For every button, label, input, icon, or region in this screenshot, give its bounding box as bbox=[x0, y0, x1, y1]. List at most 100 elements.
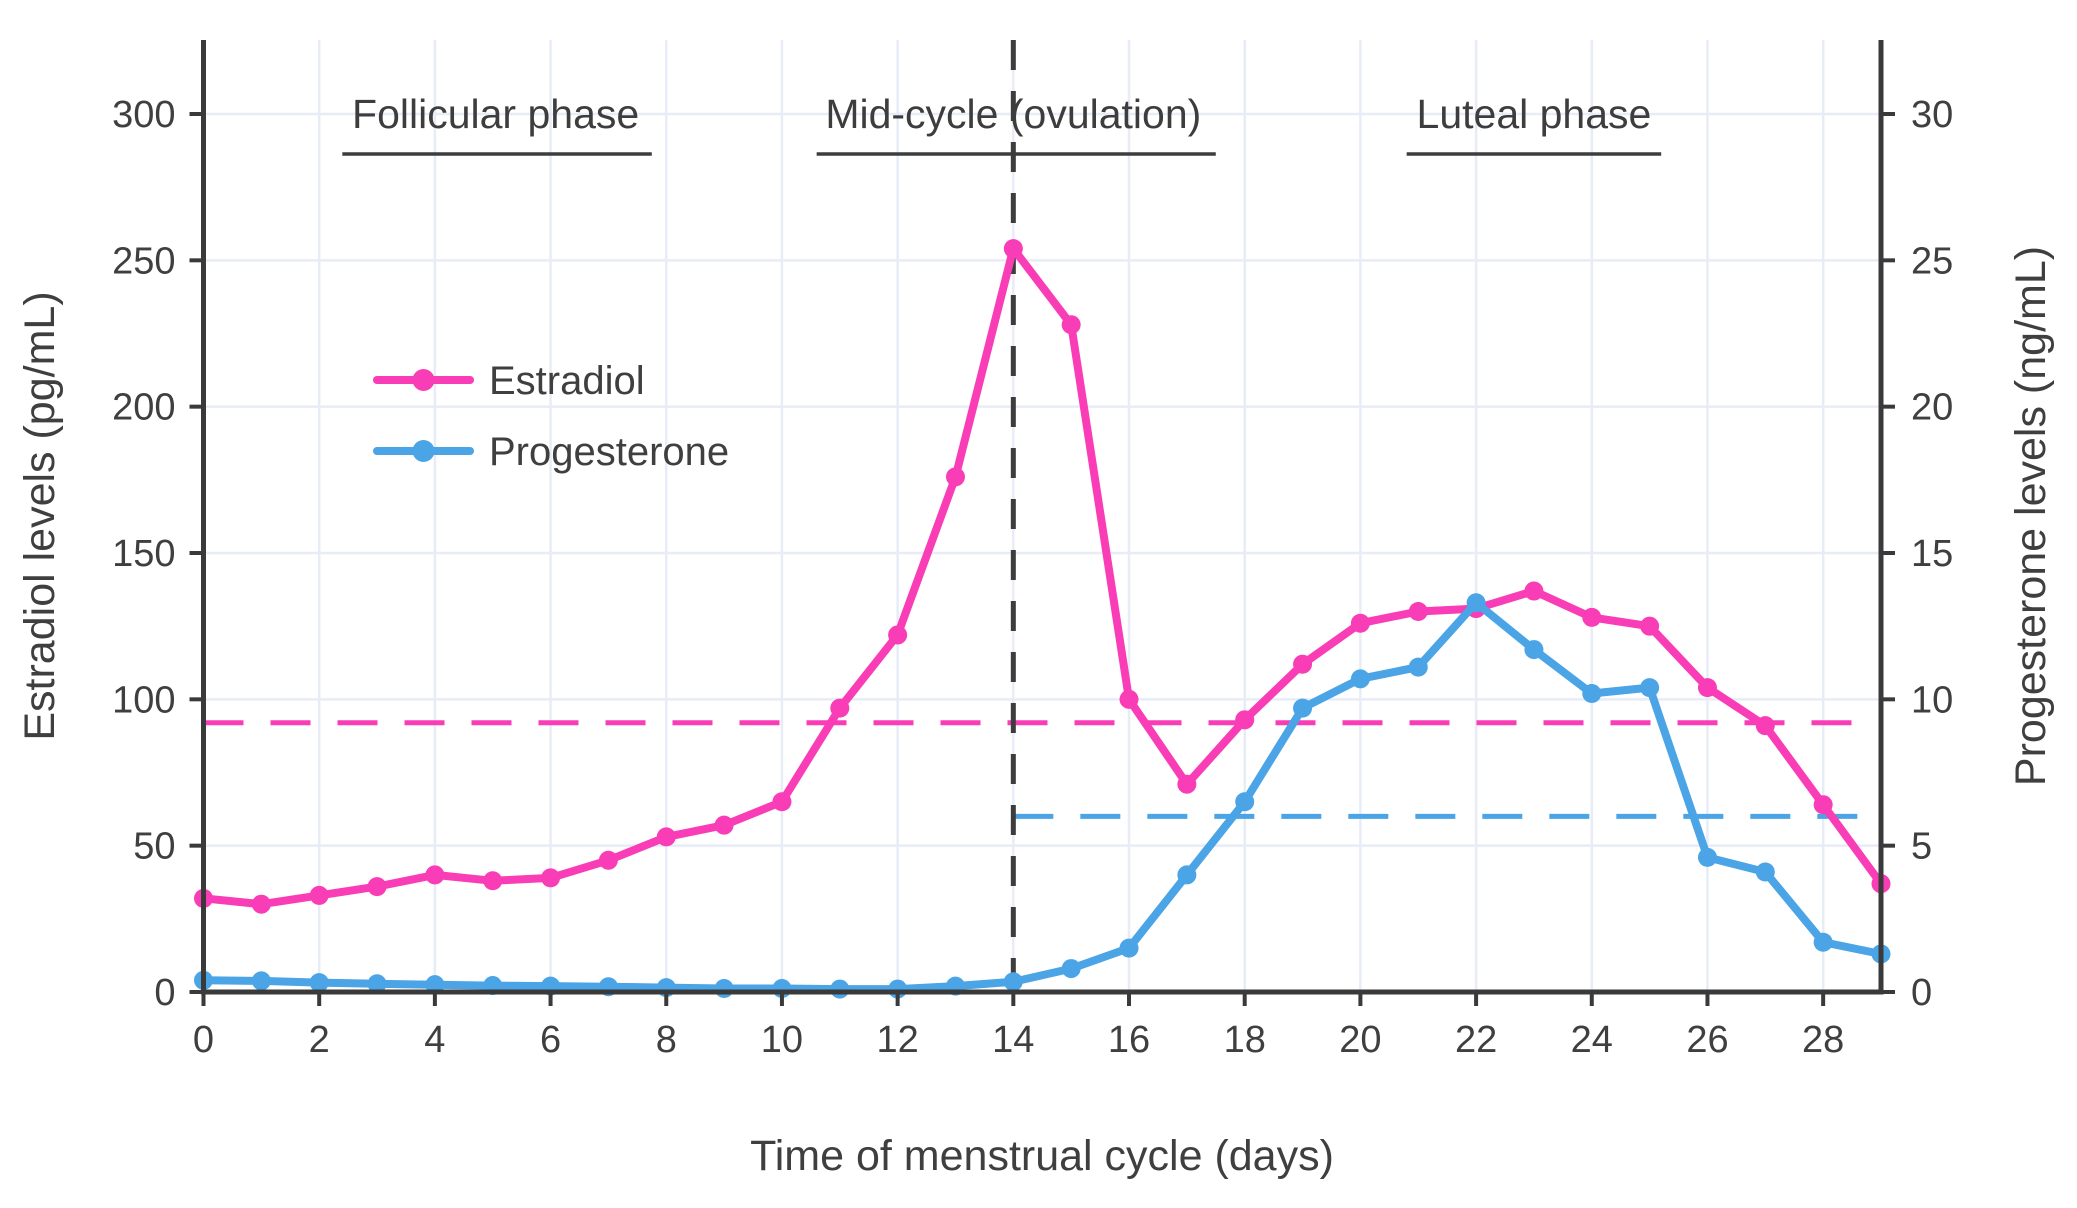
estradiol-point bbox=[1119, 689, 1139, 709]
x-tick-label: 24 bbox=[1571, 1019, 1613, 1061]
progesterone-point bbox=[1640, 678, 1660, 698]
phase-label: Luteal phase bbox=[1417, 91, 1652, 137]
estradiol-point bbox=[1350, 613, 1370, 633]
progesterone-point bbox=[1755, 862, 1775, 882]
estradiol-point bbox=[483, 871, 503, 891]
progesterone-point bbox=[1293, 698, 1313, 718]
x-tick-label: 20 bbox=[1339, 1019, 1381, 1061]
progesterone-point bbox=[1235, 792, 1255, 812]
estradiol-point bbox=[1177, 774, 1197, 794]
estradiol-point bbox=[251, 894, 271, 914]
x-tick-label: 8 bbox=[656, 1019, 677, 1061]
estradiol-point bbox=[888, 625, 908, 645]
y-axis-title-right: Progesterone levels (ng/mL) bbox=[2007, 245, 2055, 787]
legend-item-progesterone: Progesterone bbox=[373, 430, 729, 474]
progesterone-point bbox=[1524, 640, 1544, 660]
estradiol-point bbox=[598, 850, 618, 870]
estradiol-point bbox=[425, 865, 445, 885]
estradiol-point bbox=[1408, 602, 1428, 622]
phase-annotation: Mid-cycle (ovulation) bbox=[816, 91, 1216, 156]
x-tick-label: 4 bbox=[424, 1019, 445, 1061]
progesterone-point bbox=[1408, 657, 1428, 677]
x-tick-label: 28 bbox=[1802, 1019, 1844, 1061]
progesterone-point bbox=[830, 979, 850, 999]
progesterone-point bbox=[1466, 593, 1486, 613]
x-tick-label: 26 bbox=[1686, 1019, 1728, 1061]
y-left-tick-label: 250 bbox=[112, 240, 175, 282]
estradiol-point bbox=[1061, 315, 1081, 335]
estradiol-point bbox=[772, 792, 792, 812]
progesterone-point bbox=[714, 978, 734, 998]
progesterone-point bbox=[367, 974, 387, 994]
estradiol-point bbox=[1003, 239, 1023, 259]
x-tick-label: 0 bbox=[193, 1019, 214, 1061]
estradiol-point bbox=[1524, 581, 1544, 601]
progesterone-point bbox=[1350, 669, 1370, 689]
x-tick-label: 18 bbox=[1224, 1019, 1266, 1061]
estradiol-series bbox=[194, 239, 1891, 914]
estradiol-point bbox=[1813, 795, 1833, 815]
phase-annotation: Follicular phase bbox=[342, 91, 652, 156]
legend-item-estradiol: Estradiol bbox=[373, 359, 645, 403]
x-tick-label: 14 bbox=[992, 1019, 1034, 1061]
x-tick-label: 10 bbox=[761, 1019, 803, 1061]
x-tick-label: 22 bbox=[1455, 1019, 1497, 1061]
y-left-tick-label: 300 bbox=[112, 94, 175, 136]
estradiol-line bbox=[199, 244, 1885, 909]
estradiol-point bbox=[1697, 678, 1717, 698]
phase-label: Follicular phase bbox=[352, 91, 639, 137]
y-right-tick-label: 5 bbox=[1911, 826, 1932, 868]
x-tick-label: 16 bbox=[1108, 1019, 1150, 1061]
estradiol-point bbox=[830, 698, 850, 718]
y-left-tick-label: 0 bbox=[154, 972, 175, 1014]
estradiol-point bbox=[309, 885, 329, 905]
x-tick-label: 2 bbox=[309, 1019, 330, 1061]
estradiol-point bbox=[541, 868, 561, 888]
y-axis-title-left: Estradiol levels (pg/mL) bbox=[16, 291, 64, 741]
legend-label: Progesterone bbox=[489, 430, 729, 474]
y-right-tick-label: 20 bbox=[1911, 387, 1953, 429]
y-right-tick-label: 25 bbox=[1911, 240, 1953, 282]
y-right-tick-label: 15 bbox=[1911, 533, 1953, 575]
axes bbox=[189, 40, 1895, 1006]
progesterone-point bbox=[251, 971, 271, 991]
phase-annotation: Luteal phase bbox=[1406, 91, 1662, 156]
progesterone-point bbox=[1119, 938, 1139, 958]
y-right-tick-label: 0 bbox=[1911, 972, 1932, 1014]
x-tick-label: 6 bbox=[540, 1019, 561, 1061]
phase-label: Mid-cycle (ovulation) bbox=[825, 91, 1201, 137]
legend: Estradiol Progesterone bbox=[373, 359, 729, 474]
estradiol-point bbox=[714, 815, 734, 835]
progesterone-point bbox=[1003, 972, 1023, 992]
estradiol-point bbox=[1640, 616, 1660, 636]
estradiol-point bbox=[1755, 716, 1775, 736]
progesterone-point bbox=[1582, 683, 1602, 703]
y-left-tick-label: 100 bbox=[112, 679, 175, 721]
estradiol-point bbox=[945, 467, 965, 487]
x-axis-title: Time of menstrual cycle (days) bbox=[750, 1132, 1334, 1180]
estradiol-point bbox=[1235, 710, 1255, 730]
progesterone-point bbox=[1697, 847, 1717, 867]
y-right-tick-label: 30 bbox=[1911, 94, 1953, 136]
progesterone-point bbox=[1061, 959, 1081, 979]
x-tick-label: 12 bbox=[876, 1019, 918, 1061]
progesterone-point bbox=[309, 973, 329, 993]
y-left-tick-label: 200 bbox=[112, 387, 175, 429]
legend-marker bbox=[412, 369, 435, 391]
y-left-tick-label: 50 bbox=[133, 826, 175, 868]
progesterone-point bbox=[1813, 932, 1833, 952]
legend-label: Estradiol bbox=[489, 359, 645, 403]
y-left-tick-label: 150 bbox=[112, 533, 175, 575]
progesterone-point bbox=[425, 975, 445, 995]
estradiol-point bbox=[1293, 654, 1313, 674]
estradiol-point bbox=[656, 827, 676, 847]
grid bbox=[203, 40, 1881, 992]
y-right-tick-label: 10 bbox=[1911, 679, 1953, 721]
progesterone-series bbox=[194, 593, 1891, 999]
estradiol-point bbox=[367, 877, 387, 897]
progesterone-line bbox=[199, 598, 1885, 994]
estradiol-point bbox=[1582, 607, 1602, 627]
progesterone-point bbox=[1177, 865, 1197, 885]
